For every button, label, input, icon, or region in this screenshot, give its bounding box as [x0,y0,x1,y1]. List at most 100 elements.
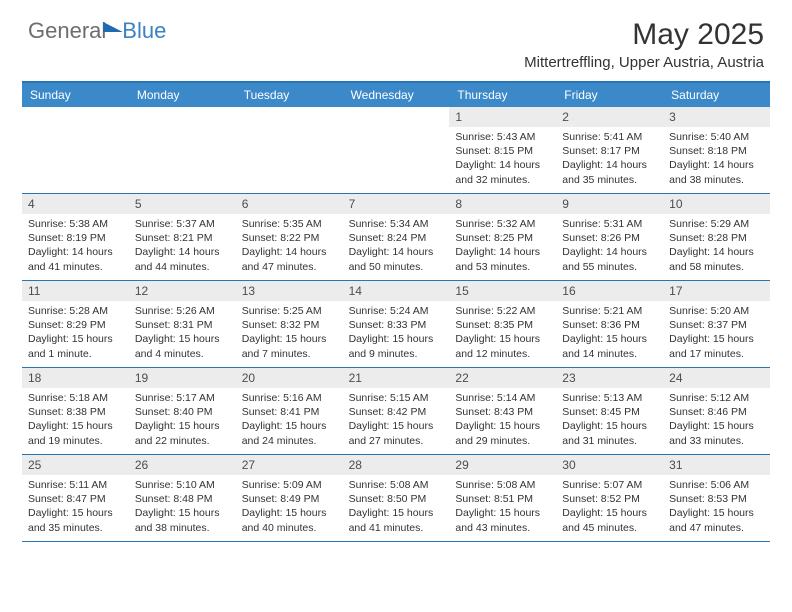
sunrise-line: Sunrise: 5:26 AM [135,304,230,318]
sunset-line: Sunset: 8:24 PM [349,231,444,245]
day-number: 7 [343,194,450,214]
sunrise-line: Sunrise: 5:32 AM [455,217,550,231]
daylight-line-1: Daylight: 14 hours [562,245,657,259]
sunset-line: Sunset: 8:40 PM [135,405,230,419]
sunset-line: Sunset: 8:42 PM [349,405,444,419]
day-cell: 12Sunrise: 5:26 AMSunset: 8:31 PMDayligh… [129,281,236,367]
day-cell: 19Sunrise: 5:17 AMSunset: 8:40 PMDayligh… [129,368,236,454]
daylight-line-1: Daylight: 15 hours [349,332,444,346]
daylight-line-1: Daylight: 14 hours [349,245,444,259]
day-cell: 15Sunrise: 5:22 AMSunset: 8:35 PMDayligh… [449,281,556,367]
sunset-line: Sunset: 8:28 PM [669,231,764,245]
day-details: Sunrise: 5:26 AMSunset: 8:31 PMDaylight:… [129,301,236,365]
daylight-line-2: and 38 minutes. [669,173,764,187]
day-cell: 25Sunrise: 5:11 AMSunset: 8:47 PMDayligh… [22,455,129,541]
daylight-line-2: and 12 minutes. [455,347,550,361]
sunrise-line: Sunrise: 5:21 AM [562,304,657,318]
daylight-line-2: and 41 minutes. [349,521,444,535]
day-cell: 1Sunrise: 5:43 AMSunset: 8:15 PMDaylight… [449,107,556,193]
daylight-line-1: Daylight: 15 hours [135,332,230,346]
sunset-line: Sunset: 8:45 PM [562,405,657,419]
daylight-line-1: Daylight: 15 hours [562,419,657,433]
daylight-line-1: Daylight: 15 hours [28,419,123,433]
sunset-line: Sunset: 8:38 PM [28,405,123,419]
daylight-line-2: and 33 minutes. [669,434,764,448]
daylight-line-1: Daylight: 15 hours [242,419,337,433]
day-cell: 23Sunrise: 5:13 AMSunset: 8:45 PMDayligh… [556,368,663,454]
dayname-monday: Monday [129,83,236,107]
day-cell: 22Sunrise: 5:14 AMSunset: 8:43 PMDayligh… [449,368,556,454]
sunrise-line: Sunrise: 5:18 AM [28,391,123,405]
daylight-line-2: and 32 minutes. [455,173,550,187]
day-number: 31 [663,455,770,475]
sunset-line: Sunset: 8:35 PM [455,318,550,332]
daylight-line-1: Daylight: 14 hours [455,245,550,259]
day-details: Sunrise: 5:31 AMSunset: 8:26 PMDaylight:… [556,214,663,278]
sunrise-line: Sunrise: 5:09 AM [242,478,337,492]
day-details: Sunrise: 5:07 AMSunset: 8:52 PMDaylight:… [556,475,663,539]
sunset-line: Sunset: 8:53 PM [669,492,764,506]
daylight-line-1: Daylight: 15 hours [135,419,230,433]
day-details: Sunrise: 5:15 AMSunset: 8:42 PMDaylight:… [343,388,450,452]
daylight-line-2: and 58 minutes. [669,260,764,274]
sunset-line: Sunset: 8:37 PM [669,318,764,332]
dayname-thursday: Thursday [449,83,556,107]
day-cell: 3Sunrise: 5:40 AMSunset: 8:18 PMDaylight… [663,107,770,193]
daylight-line-1: Daylight: 15 hours [455,419,550,433]
day-cell: 8Sunrise: 5:32 AMSunset: 8:25 PMDaylight… [449,194,556,280]
daylight-line-1: Daylight: 14 hours [455,158,550,172]
location-label: Mittertreffling, Upper Austria, Austria [524,54,764,71]
sunset-line: Sunset: 8:51 PM [455,492,550,506]
day-number: 11 [22,281,129,301]
day-number: 23 [556,368,663,388]
day-number [129,107,236,127]
day-number: 17 [663,281,770,301]
daylight-line-2: and 35 minutes. [562,173,657,187]
day-cell: 18Sunrise: 5:18 AMSunset: 8:38 PMDayligh… [22,368,129,454]
daylight-line-1: Daylight: 15 hours [455,332,550,346]
day-details: Sunrise: 5:11 AMSunset: 8:47 PMDaylight:… [22,475,129,539]
day-number: 18 [22,368,129,388]
day-details: Sunrise: 5:06 AMSunset: 8:53 PMDaylight:… [663,475,770,539]
day-cell: 6Sunrise: 5:35 AMSunset: 8:22 PMDaylight… [236,194,343,280]
daylight-line-1: Daylight: 15 hours [242,506,337,520]
sunrise-line: Sunrise: 5:12 AM [669,391,764,405]
empty-cell [343,107,450,193]
day-number: 27 [236,455,343,475]
header: General Blue May 2025 Mittertreffling, U… [0,0,792,75]
sunset-line: Sunset: 8:50 PM [349,492,444,506]
sunset-line: Sunset: 8:46 PM [669,405,764,419]
sunrise-line: Sunrise: 5:28 AM [28,304,123,318]
daylight-line-1: Daylight: 14 hours [669,245,764,259]
day-cell: 16Sunrise: 5:21 AMSunset: 8:36 PMDayligh… [556,281,663,367]
day-details: Sunrise: 5:08 AMSunset: 8:51 PMDaylight:… [449,475,556,539]
daylight-line-1: Daylight: 15 hours [28,332,123,346]
logo-text-general: General [28,18,106,44]
empty-cell [129,107,236,193]
day-details: Sunrise: 5:38 AMSunset: 8:19 PMDaylight:… [22,214,129,278]
day-number: 26 [129,455,236,475]
day-number: 12 [129,281,236,301]
day-number: 9 [556,194,663,214]
day-cell: 26Sunrise: 5:10 AMSunset: 8:48 PMDayligh… [129,455,236,541]
day-details: Sunrise: 5:18 AMSunset: 8:38 PMDaylight:… [22,388,129,452]
day-number: 29 [449,455,556,475]
sunset-line: Sunset: 8:41 PM [242,405,337,419]
daylight-line-2: and 4 minutes. [135,347,230,361]
day-cell: 30Sunrise: 5:07 AMSunset: 8:52 PMDayligh… [556,455,663,541]
daylight-line-2: and 47 minutes. [669,521,764,535]
day-cell: 14Sunrise: 5:24 AMSunset: 8:33 PMDayligh… [343,281,450,367]
sunset-line: Sunset: 8:48 PM [135,492,230,506]
daylight-line-1: Daylight: 15 hours [242,332,337,346]
dayname-row: SundayMondayTuesdayWednesdayThursdayFrid… [22,83,770,107]
day-details: Sunrise: 5:14 AMSunset: 8:43 PMDaylight:… [449,388,556,452]
day-cell: 9Sunrise: 5:31 AMSunset: 8:26 PMDaylight… [556,194,663,280]
day-details: Sunrise: 5:41 AMSunset: 8:17 PMDaylight:… [556,127,663,191]
sunrise-line: Sunrise: 5:24 AM [349,304,444,318]
sunset-line: Sunset: 8:17 PM [562,144,657,158]
logo-triangle-icon [103,22,123,32]
day-details: Sunrise: 5:37 AMSunset: 8:21 PMDaylight:… [129,214,236,278]
sunset-line: Sunset: 8:31 PM [135,318,230,332]
daylight-line-1: Daylight: 15 hours [455,506,550,520]
month-title: May 2025 [524,18,764,52]
